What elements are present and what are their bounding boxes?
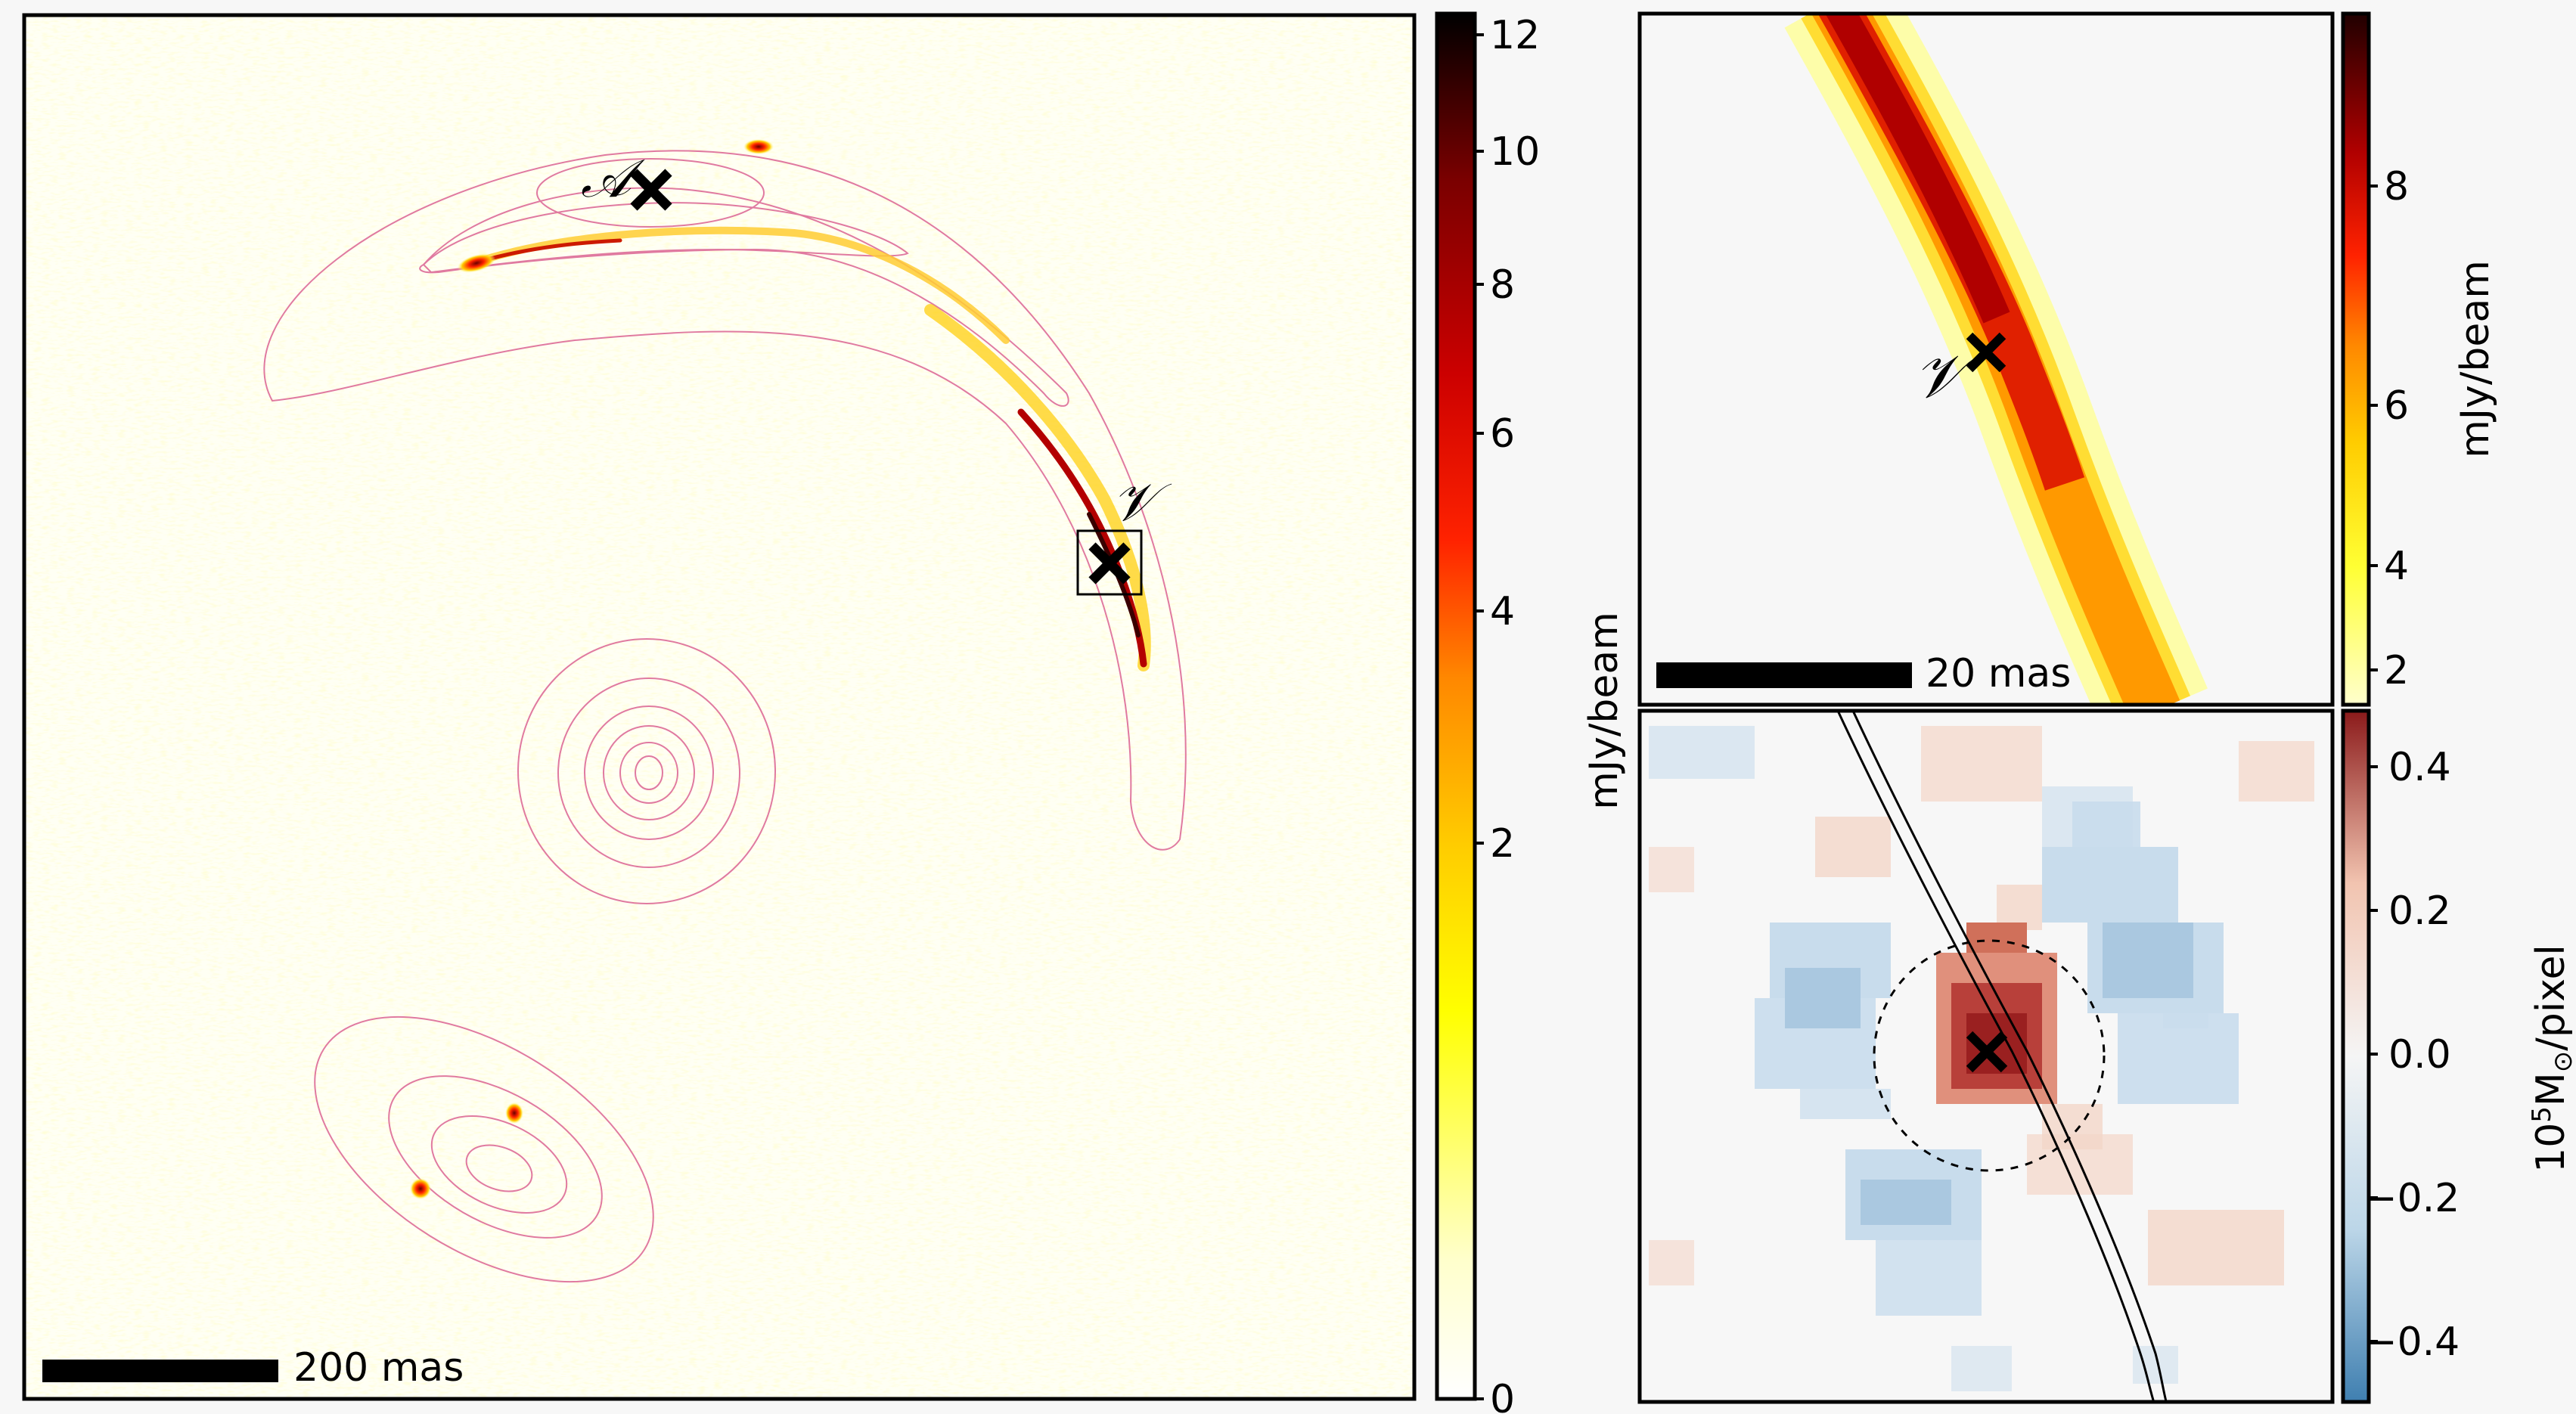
zoom-panel-frame	[1637, 11, 2335, 707]
bright-clump-lower-2	[410, 1178, 431, 1199]
zoom-colorbar-tick-2: 2	[2384, 648, 2409, 693]
zoom-scalebar	[1656, 662, 1912, 688]
arc-contour-inner	[422, 202, 909, 274]
main-colorbar-label: mJy/beam	[1581, 612, 1627, 810]
residual-marker-v	[1966, 1031, 2008, 1073]
main-colorbar-tick-8: 8	[1490, 262, 1515, 308]
main-scalebar-label: 200 mas	[293, 1345, 464, 1391]
zoom-marker-v	[1966, 332, 2006, 373]
arc-contour-outer	[263, 150, 1187, 851]
main-panel-frame	[22, 13, 1417, 1401]
zoom-colorbar-tick-8: 8	[2384, 164, 2409, 209]
bright-clump-lower-1	[505, 1102, 523, 1124]
image-a-contour	[536, 158, 765, 228]
bright-clump-left	[457, 253, 496, 273]
residual-colorbar-tick-0.2: 0.2	[2388, 888, 2451, 934]
critical-curve-right	[1851, 711, 2168, 1402]
residual-panel	[1637, 709, 2335, 1404]
residual-colorbar-tick-minus-0.4: −0.4	[2364, 1319, 2460, 1365]
inset-box	[1076, 529, 1143, 596]
zoom-colorbar-tick-4: 4	[2384, 544, 2409, 589]
main-colorbar-tick-0: 0	[1490, 1377, 1515, 1414]
residual-colorbar: 0.4 0.2 0.0 −0.2 −0.4 105M⊙/pixel	[2341, 709, 2576, 1404]
main-contours	[263, 150, 1187, 1283]
main-colorbar-tick-12: 12	[1490, 13, 1540, 58]
main-emission	[410, 139, 1151, 1199]
counter-image-contour-3	[430, 1115, 568, 1214]
counter-image-contour-4	[465, 1144, 533, 1192]
residual-colorbar-tick-minus-0.2: −0.2	[2364, 1176, 2460, 1221]
zoom-colorbar-tick-6: 6	[2384, 383, 2409, 429]
main-colorbar-tick-6: 6	[1490, 411, 1515, 457]
main-panel: 𝒜 𝒱 200 mas	[22, 13, 1417, 1401]
residual-panel-frame	[1637, 709, 2335, 1404]
main-colorbar-gradient	[1437, 14, 1475, 1399]
zoom-arc-peak	[1825, 14, 2010, 324]
zoom-panel: 𝒱 20 mas	[1637, 11, 2335, 707]
residual-colorbar-label: 105M⊙/pixel	[2527, 944, 2576, 1173]
residual-colorbar-tick-0.0: 0.0	[2388, 1032, 2451, 1078]
main-panel-noise	[24, 15, 1414, 1399]
residual-colorbar-tick-0.4: 0.4	[2388, 745, 2451, 790]
counter-image-contour-1	[314, 1016, 654, 1283]
residual-colorbar-frame	[2341, 709, 2371, 1404]
main-scalebar	[42, 1360, 278, 1382]
lens-contour-6	[635, 755, 663, 790]
residual-peak-upper	[1966, 923, 2027, 953]
zoom-scalebar-label: 20 mas	[1926, 651, 2071, 696]
zoom-colorbar-label: mJy/beam	[2453, 260, 2498, 458]
lens-contour-4	[603, 725, 695, 820]
main-colorbar-tick-4: 4	[1490, 589, 1515, 634]
lens-contour-5	[619, 742, 678, 804]
critical-curve-left	[1836, 711, 2155, 1402]
residual-colorbar-gradient	[2343, 711, 2369, 1402]
counter-image-contour-2	[388, 1075, 603, 1239]
zoom-colorbar-gradient	[2343, 14, 2369, 705]
marker-v	[1088, 542, 1131, 585]
lens-contour-3	[584, 705, 714, 840]
arc-thin-upper	[465, 226, 1010, 344]
zoom-colorbar: 8 6 4 2 mJy/beam	[2341, 11, 2498, 707]
residual-dashed-circle	[1873, 939, 2106, 1172]
arc-main-glow	[924, 304, 1151, 671]
lens-contour-2	[557, 678, 740, 868]
main-colorbar-frame	[1435, 11, 1477, 1401]
main-colorbar-tick-10: 10	[1490, 129, 1540, 175]
main-colorbar-tick-2: 2	[1490, 821, 1515, 867]
lens-contour-1	[517, 638, 776, 904]
bright-clump-top	[743, 139, 774, 154]
main-colorbar-ticks	[1475, 33, 1484, 1400]
zoom-colorbar-frame	[2341, 11, 2371, 707]
main-colorbar: 12 10 8 6 4 2 0 mJy/beam	[1435, 11, 1627, 1414]
marker-a	[630, 169, 672, 211]
